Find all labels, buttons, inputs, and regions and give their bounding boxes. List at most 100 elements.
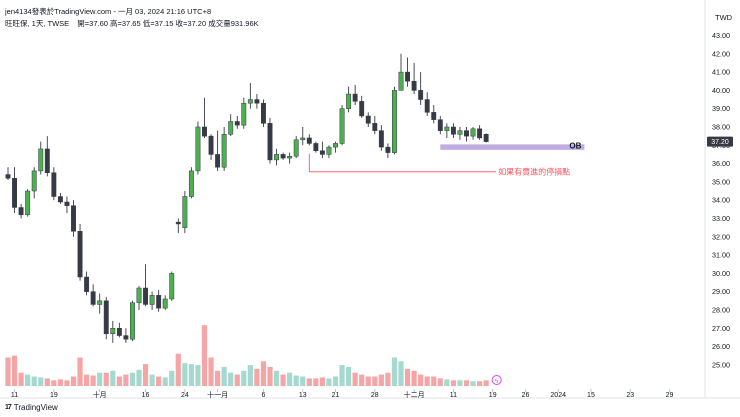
candle-body [339,108,345,144]
volume-bar [11,355,18,386]
candle-body [12,177,18,208]
volume-bar [313,378,319,386]
candle-body [136,287,142,303]
price-tick-label: 38.00 [712,122,730,131]
candle-body [25,190,31,216]
annotations: 如果有賣進的停損點 ϟ [308,153,570,385]
ob-zone-rect [440,144,585,150]
time-tick-label: 11 [450,392,457,399]
candle-body [44,148,50,173]
candle-body [418,90,424,100]
candle-body [378,130,384,148]
candle-body [274,154,280,161]
time-tick-label: 29 [666,392,674,399]
tradingview-logo[interactable]: 17 TradingView [5,403,58,412]
time-tick-label: 28 [371,392,379,399]
candle-body [287,156,293,159]
volume-bar [77,357,83,386]
time-tick-label: 16 [142,392,150,399]
price-tick-label: 40.00 [712,86,730,95]
price-tick-label: 34.00 [712,196,730,205]
time-tick-label: 11 [11,392,18,399]
time-tick-label: 26 [522,392,530,399]
volume-bar [293,375,299,386]
volume-bar [287,372,293,386]
volume-bar [123,374,129,386]
volume-bar [247,365,253,386]
candle-body [261,102,266,124]
candle-body [90,291,96,305]
time-tick-label: 15 [587,392,595,399]
price-tick-label: 27.00 [712,324,730,333]
price-tick-label: 41.00 [712,68,730,77]
currency-label: TWD [715,13,733,22]
price-tick-label: 42.00 [712,49,730,58]
logo-text: TradingView [13,403,58,412]
candle-body [365,115,371,124]
candle-body [424,99,430,113]
last-price-badge [707,136,733,147]
candle-body [319,150,325,155]
volume-bar [18,372,24,386]
volume-bar [64,380,70,386]
candle-body [130,302,135,340]
volume-bar [136,369,142,386]
candle-body [359,101,365,117]
ob-zone-label: OB [569,141,581,150]
volume-bar [97,372,103,386]
event-marker-icon [491,375,502,385]
candle-body [182,196,188,228]
candle-body [202,126,207,137]
volume-bar [339,365,345,386]
volume-bar [182,363,188,386]
tv-logo-icon: 17 [5,404,12,411]
volume-bar [175,353,181,386]
time-tick-label: 十二月 [404,390,425,399]
volume-bar [156,376,162,386]
candle-body [398,71,404,91]
volume-bars [5,325,489,386]
volume-bar [450,380,456,386]
volume-bar [404,368,411,386]
volume-bar [195,365,201,386]
candle-body [372,123,378,131]
candle-body [254,99,260,104]
candle-body [116,328,122,336]
candle-body [241,102,247,126]
volume-bar [332,376,339,386]
volume-bar [398,361,404,386]
candle-body [313,143,319,152]
volume-bar [228,372,234,386]
volume-bar [38,377,44,386]
volume-bar [260,361,267,386]
volume-bar [346,367,352,386]
volume-bar [431,376,437,386]
candle-body [215,154,221,168]
candle-body [18,207,24,216]
volume-bar [391,357,398,386]
time-axis: 11 19 十月 16 24 十一月 6 13 21 28 十二月 11 19 26 2024 15 23 29 [0,389,740,399]
symbol-label: 旺旺保, 1天, TWSE [5,19,70,28]
volume-bar [129,372,136,386]
candle-body [162,298,168,309]
time-tick-label: 23 [626,392,634,399]
volume-bar [208,357,214,386]
candle-body [483,134,489,142]
time-tick-label: 十一月 [207,390,228,399]
volume-bar [319,377,325,386]
candle-body [221,134,227,168]
candle-body [352,93,358,102]
volume-bar [444,379,450,386]
volume-bar [254,368,260,386]
price-tick-label: 43.00 [712,31,730,40]
volume-bar [215,370,221,386]
volume-bar [70,376,77,386]
volume-bar [241,370,247,386]
time-tick-label: 十月 [93,390,107,399]
candle-body [431,112,437,120]
candle-body [77,231,83,278]
candle-body [234,121,240,126]
volume-bar [437,378,443,386]
author-line: jen4134發表於TradingView.com - 一月 03, 2024 … [5,7,212,16]
